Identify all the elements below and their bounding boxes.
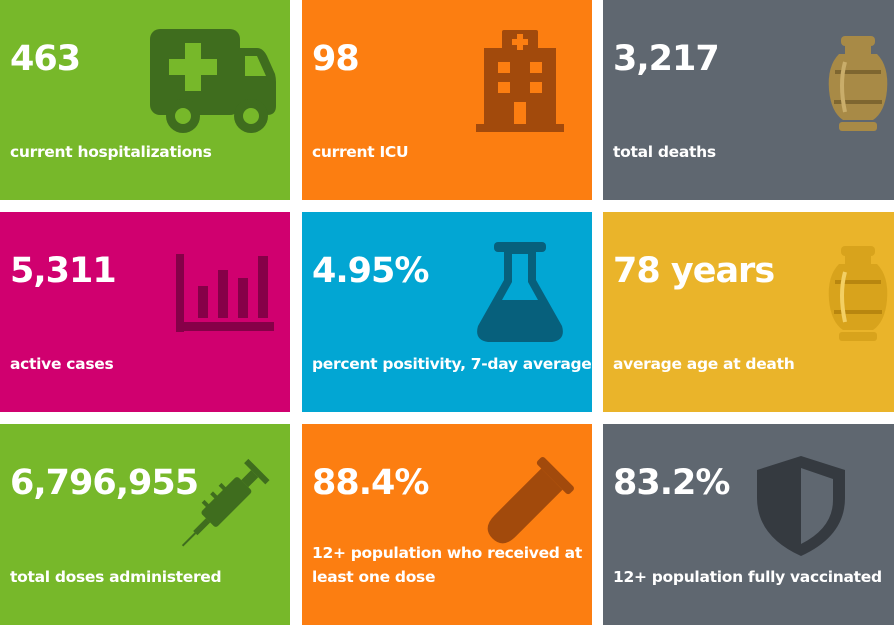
test-tube-icon <box>487 457 574 544</box>
active-cases-value: 5,311 <box>10 251 117 291</box>
one-dose-label: 12+ population who received at least one… <box>312 541 582 589</box>
tile-percent-positivity: 4.95% percent positivity, 7-day average <box>302 212 592 412</box>
total-doses-label: total doses administered <box>10 568 222 586</box>
flask-icon <box>477 242 563 342</box>
bar-chart-icon <box>176 254 274 332</box>
average-age-value: 78 years <box>613 251 775 291</box>
one-dose-value: 88.4% <box>312 463 429 503</box>
hospital-icon <box>476 30 564 132</box>
tile-average-age: 78 years average age at death <box>603 212 894 412</box>
ambulance-icon <box>150 29 276 133</box>
fully-vaccinated-value: 83.2% <box>613 463 730 503</box>
total-deaths-value: 3,217 <box>613 39 720 79</box>
total-deaths-label: total deaths <box>613 143 716 161</box>
active-cases-label: active cases <box>10 355 114 373</box>
one-dose-label-line-2: least one dose <box>312 568 436 586</box>
percent-positivity-value: 4.95% <box>312 251 429 291</box>
percent-positivity-label: percent positivity, 7-day average <box>312 355 592 373</box>
tile-hospitalizations: 463 current hospitalizations <box>0 0 290 200</box>
one-dose-label-line-1: 12+ population who received at <box>312 544 582 562</box>
hospitalizations-label: current hospitalizations <box>10 143 212 161</box>
shield-icon <box>757 456 845 556</box>
tile-total-deaths: 3,217 total deaths <box>603 0 894 200</box>
icu-label: current ICU <box>312 143 409 161</box>
tile-active-cases: 5,311 active cases <box>0 212 290 412</box>
total-doses-value: 6,796,955 <box>10 463 199 503</box>
fully-vaccinated-label: 12+ population fully vaccinated <box>613 568 882 586</box>
average-age-label: average age at death <box>613 355 795 373</box>
tile-fully-vaccinated: 83.2% 12+ population fully vaccinated <box>603 424 894 625</box>
tile-total-doses: 6,796,955 total doses administered <box>0 424 290 625</box>
hospitalizations-value: 463 <box>10 39 81 79</box>
tile-icu: 98 current ICU <box>302 0 592 200</box>
syringe-icon <box>181 458 270 547</box>
urn-icon <box>828 36 888 131</box>
urn-icon <box>828 246 888 341</box>
tile-one-dose: 88.4% 12+ population who received at lea… <box>302 424 592 625</box>
icu-value: 98 <box>312 39 360 79</box>
